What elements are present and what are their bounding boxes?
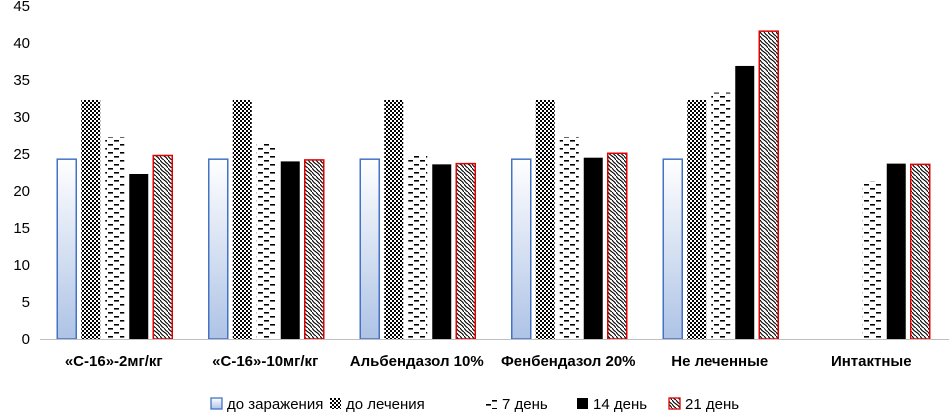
bar-4-6 <box>886 163 906 339</box>
bar-4-1 <box>129 173 149 339</box>
bar-5-3 <box>455 162 476 340</box>
bar-2-1 <box>81 99 101 339</box>
legend-label-1: до заражения <box>227 396 323 413</box>
y-tick-label: 45 <box>13 0 30 15</box>
y-tick-label: 40 <box>13 35 30 52</box>
category-label: «С-16»-2мг/кг <box>65 353 163 370</box>
y-tick-label: 25 <box>13 146 30 163</box>
bar-4-4 <box>583 157 603 339</box>
bar-2-3 <box>384 99 404 339</box>
bar-5-2 <box>304 159 325 340</box>
bar-3-6 <box>862 181 882 339</box>
legend-label-3: 7 день <box>502 396 548 413</box>
legend-label-5: 21 день <box>685 396 739 413</box>
category-label: Альбендазол 10% <box>350 353 484 370</box>
category-label: «С-16»-10мг/кг <box>212 353 318 370</box>
bar-1-1 <box>56 158 77 340</box>
bar-4-3 <box>432 164 452 339</box>
legend-swatch-1 <box>210 397 223 410</box>
bar-5-5 <box>758 30 779 340</box>
legend-swatch-5 <box>668 397 681 410</box>
bar-3-1 <box>105 136 125 339</box>
bar-3-3 <box>408 155 428 339</box>
legend-swatch-4 <box>577 398 588 409</box>
legend-label-4: 14 день <box>593 396 647 413</box>
bar-3-4 <box>559 136 579 339</box>
bar-2-4 <box>535 99 555 339</box>
bar-1-2 <box>208 158 229 340</box>
y-tick-label: 5 <box>22 294 30 311</box>
legend-swatch-2 <box>330 398 341 409</box>
bar-4-2 <box>280 161 300 339</box>
legend-label-2: до лечения <box>346 396 425 413</box>
y-tick-label: 30 <box>13 109 30 126</box>
legend-swatch-3 <box>486 398 497 409</box>
bar-1-5 <box>662 158 683 340</box>
y-tick-label: 15 <box>13 220 30 237</box>
category-label: Фенбендазол 20% <box>501 353 636 370</box>
bar-1-4 <box>511 158 532 340</box>
bar-3-5 <box>711 92 731 339</box>
bar-5-6 <box>910 163 931 340</box>
bar-2-5 <box>687 99 707 339</box>
bars <box>56 30 931 340</box>
bar-5-4 <box>607 152 628 340</box>
y-tick-label: 20 <box>13 183 30 200</box>
legend: до заражения до лечения 7 день 14 день 21 де… <box>210 396 739 413</box>
y-axis: 0 5 10 15 20 25 30 35 40 45 <box>13 0 30 348</box>
bar-2-2 <box>232 99 252 339</box>
bar-1-3 <box>359 158 380 340</box>
category-label: Интактные <box>831 353 912 370</box>
bar-4-5 <box>735 65 755 339</box>
bar-5-1 <box>152 154 173 340</box>
category-label: Не леченные <box>671 353 768 370</box>
y-tick-label: 0 <box>22 331 30 348</box>
y-tick-label: 35 <box>13 72 30 89</box>
x-axis: «С-16»-2мг/кг «С-16»-10мг/кг Альбендазол 1… <box>40 339 949 370</box>
bar-3-2 <box>256 142 276 339</box>
y-tick-label: 10 <box>13 257 30 274</box>
